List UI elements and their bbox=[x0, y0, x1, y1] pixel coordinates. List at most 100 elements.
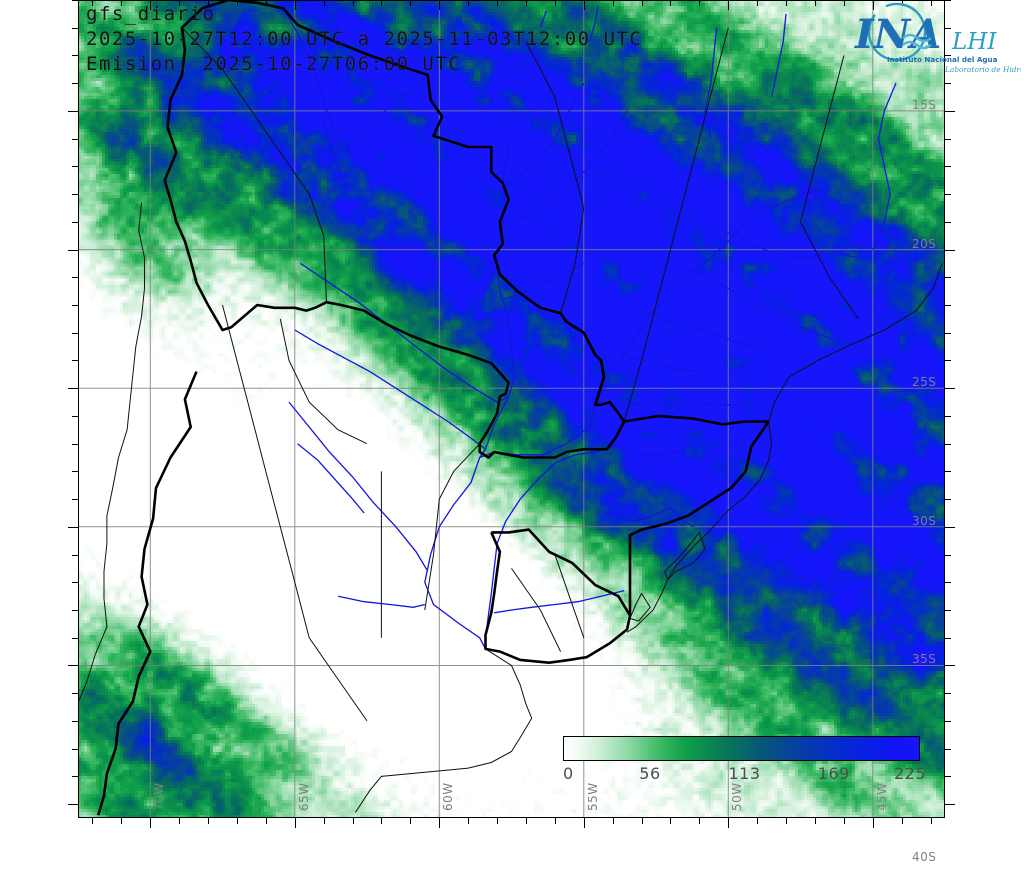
lon-tick-top bbox=[670, 0, 672, 6]
lon-tick-top bbox=[583, 0, 585, 10]
lat-tick-left bbox=[72, 194, 78, 196]
lat-tick-left bbox=[68, 249, 78, 251]
logo-ring-icon bbox=[867, 2, 927, 62]
lon-tick-bottom bbox=[468, 818, 470, 824]
map-plot-area[interactable] bbox=[78, 0, 945, 818]
logo-wave-icon bbox=[902, 33, 932, 50]
lon-tick-bottom bbox=[612, 818, 614, 824]
colorbar[interactable]: 0 56 113 169 225 bbox=[563, 736, 926, 783]
lat-tick-left bbox=[72, 166, 78, 168]
lat-tick-right bbox=[945, 0, 951, 1]
colorbar-tick-225: 225 bbox=[894, 764, 927, 783]
lat-label-20S: 20S bbox=[912, 236, 937, 251]
lon-label-60W: 60W bbox=[441, 782, 456, 811]
lat-tick-left bbox=[72, 332, 78, 334]
lat-tick-right bbox=[945, 55, 951, 57]
lat-tick-right bbox=[945, 720, 951, 722]
lon-tick-top bbox=[786, 0, 788, 6]
lon-tick-top bbox=[612, 0, 614, 6]
lon-tick-top bbox=[121, 0, 123, 6]
lat-tick-left bbox=[72, 610, 78, 612]
lat-tick-left bbox=[72, 637, 78, 639]
lon-label-45W: 45W bbox=[874, 782, 889, 811]
lon-tick-bottom bbox=[439, 818, 441, 828]
logo-lab-name-text: Laboratorio de Hidrologia bbox=[944, 65, 1021, 74]
corner-lat-label: 40S bbox=[912, 850, 937, 864]
forecast-period-text: 2025-10-27T12:00 UTC a 2025-11-03T12:00 … bbox=[86, 28, 643, 50]
lat-tick-left bbox=[72, 221, 78, 223]
lat-tick-left bbox=[68, 110, 78, 112]
graticule-gridlines bbox=[78, 0, 945, 818]
lon-tick-bottom bbox=[179, 818, 181, 824]
lat-tick-left bbox=[72, 277, 78, 279]
lon-tick-bottom bbox=[497, 818, 499, 824]
lon-tick-bottom bbox=[786, 818, 788, 824]
lat-tick-left bbox=[72, 554, 78, 556]
country-borders bbox=[96, 0, 770, 816]
issue-time-text: Emision: 2025-10-27T06:00 UTC bbox=[86, 53, 462, 75]
lon-tick-bottom bbox=[236, 818, 238, 824]
lon-tick-bottom bbox=[641, 818, 643, 824]
lat-tick-right bbox=[945, 360, 951, 362]
lon-tick-bottom bbox=[381, 818, 383, 824]
lon-tick-top bbox=[294, 0, 296, 10]
lon-tick-bottom bbox=[901, 818, 903, 824]
lat-tick-right bbox=[945, 665, 955, 667]
lon-tick-bottom bbox=[699, 818, 701, 824]
lat-tick-right bbox=[945, 582, 951, 584]
lat-label-30S: 30S bbox=[912, 513, 937, 528]
lon-label-55W: 55W bbox=[585, 782, 600, 811]
lat-tick-left bbox=[72, 305, 78, 307]
lat-tick-left bbox=[72, 0, 78, 1]
lon-tick-top bbox=[525, 0, 527, 6]
lat-tick-left bbox=[72, 776, 78, 778]
lat-tick-left bbox=[68, 804, 78, 806]
lon-tick-top bbox=[699, 0, 701, 6]
lat-tick-right bbox=[945, 776, 951, 778]
lon-label-70W: 70W bbox=[152, 782, 167, 811]
lon-tick-top bbox=[439, 0, 441, 10]
lat-label-15S: 15S bbox=[912, 97, 937, 112]
lon-tick-top bbox=[872, 0, 874, 10]
map-vector-overlays bbox=[78, 0, 945, 818]
coastline-and-provinces bbox=[78, 27, 943, 813]
lon-tick-top bbox=[757, 0, 759, 6]
lat-tick-right bbox=[945, 693, 951, 695]
lon-tick-top bbox=[352, 0, 354, 6]
colorbar-gradient bbox=[563, 736, 920, 761]
lon-tick-top bbox=[208, 0, 210, 6]
lon-tick-bottom bbox=[265, 818, 267, 824]
lat-label-25S: 25S bbox=[912, 375, 937, 390]
lon-label-50W: 50W bbox=[730, 782, 745, 811]
precipitation-raster bbox=[78, 0, 945, 818]
lat-tick-left bbox=[72, 55, 78, 57]
lat-tick-right bbox=[945, 499, 951, 501]
lat-tick-right bbox=[945, 27, 951, 29]
lat-tick-right bbox=[945, 277, 951, 279]
lon-tick-top bbox=[468, 0, 470, 6]
lon-tick-top bbox=[497, 0, 499, 6]
lat-tick-right bbox=[945, 166, 951, 168]
lon-tick-top bbox=[901, 0, 903, 6]
logo-institute-text: Instituto Nacional del Agua bbox=[887, 55, 998, 64]
colorbar-tick-56: 56 bbox=[639, 764, 661, 783]
lon-tick-top bbox=[92, 0, 94, 6]
lat-tick-right bbox=[945, 83, 951, 85]
lon-tick-top bbox=[150, 0, 152, 10]
lat-tick-right bbox=[945, 637, 951, 639]
lon-tick-top bbox=[179, 0, 181, 6]
lon-tick-bottom bbox=[872, 818, 874, 828]
logo-lab-acronym-text: LHI bbox=[951, 29, 997, 55]
lat-tick-left bbox=[72, 499, 78, 501]
lon-tick-top bbox=[641, 0, 643, 6]
lon-tick-top bbox=[728, 0, 730, 10]
lat-tick-left bbox=[72, 471, 78, 473]
lon-tick-top bbox=[323, 0, 325, 6]
lon-tick-top bbox=[814, 0, 816, 6]
lon-tick-top bbox=[410, 0, 412, 6]
lon-tick-bottom bbox=[208, 818, 210, 824]
lat-tick-left bbox=[72, 582, 78, 584]
lon-tick-bottom bbox=[814, 818, 816, 824]
lat-tick-left bbox=[68, 388, 78, 390]
lat-tick-left bbox=[72, 360, 78, 362]
